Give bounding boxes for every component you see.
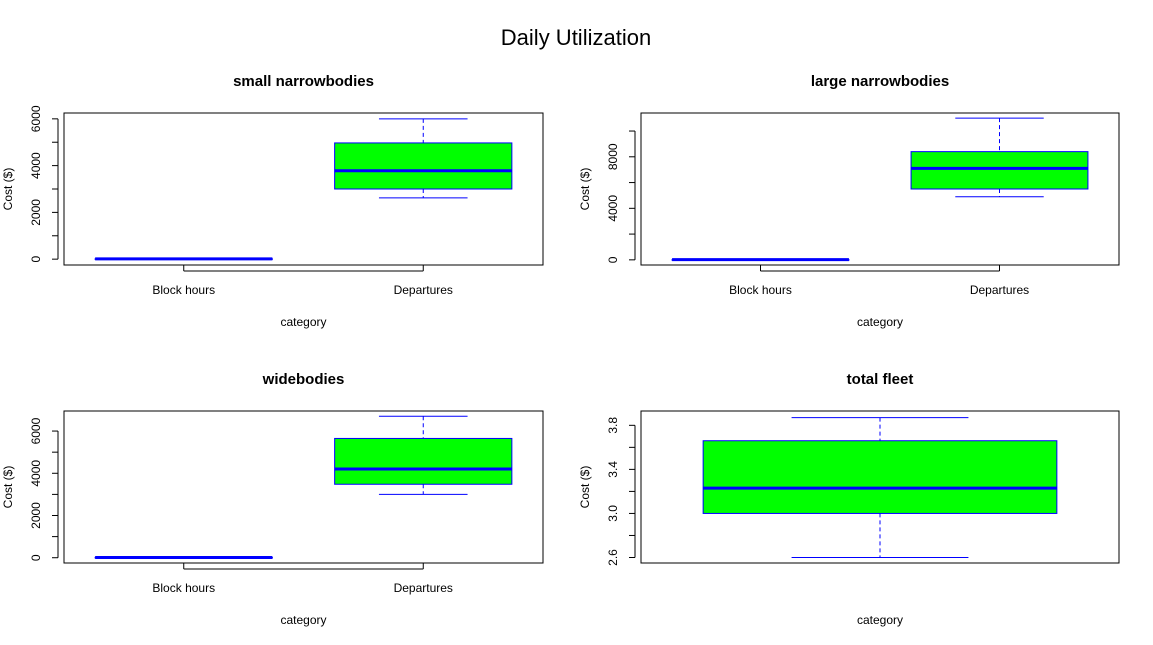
box-iqr <box>334 142 513 190</box>
panel-title: small narrowbodies <box>233 73 374 90</box>
plot-frame <box>63 410 544 564</box>
y-tick-label: 4000 <box>606 195 620 222</box>
y-tick-label: 6000 <box>29 105 43 132</box>
panel-2: large narrowbodies category Cost ($) 0 4000 8… <box>578 73 1120 329</box>
y-tick-label: 3.4 <box>606 461 620 478</box>
box-2 <box>334 415 513 495</box>
x-tick-label: Block hours <box>152 283 215 297</box>
y-tick-label: 2000 <box>29 199 43 226</box>
panel-title: total fleet <box>847 371 914 388</box>
x-axis-label: category <box>857 613 903 627</box>
y-tick-label: 0 <box>606 256 620 263</box>
panel-title: large narrowbodies <box>811 73 949 90</box>
y-tick-label: 0 <box>29 255 43 262</box>
x-tick-label: Block hours <box>729 283 792 297</box>
x-axis-label: category <box>280 315 326 329</box>
plot-frame <box>640 112 1120 266</box>
box-1 <box>671 258 850 262</box>
y-tick-label: 0 <box>29 554 43 561</box>
box-iqr <box>334 437 513 485</box>
y-axis-label: Cost ($) <box>578 168 592 211</box>
y-tick-label: 4000 <box>29 152 43 179</box>
y-tick-label: 4000 <box>29 460 43 487</box>
y-tick-label: 2.6 <box>606 549 620 566</box>
y-axis-label: Cost ($) <box>578 466 592 509</box>
panels: small narrowbodies category Cost ($) 0 2000 4… <box>1 73 1120 627</box>
box-iqr <box>702 440 1058 514</box>
x-tick-label: Departures <box>394 581 453 595</box>
panel-1: small narrowbodies category Cost ($) 0 2000 4… <box>1 73 544 329</box>
x-tick-label: Departures <box>394 283 453 297</box>
box-2 <box>910 117 1089 198</box>
x-tick-label: Departures <box>970 283 1029 297</box>
box-iqr <box>910 151 1089 190</box>
y-tick-label: 3.0 <box>606 505 620 522</box>
y-tick-label: 3.8 <box>606 417 620 434</box>
y-tick-label: 8000 <box>606 143 620 170</box>
x-axis-label: category <box>280 613 326 627</box>
box-1 <box>94 555 273 559</box>
y-tick-label: 2000 <box>29 502 43 529</box>
panel-3: widebodies category Cost ($) 0 2000 4000 6000 B… <box>1 371 544 627</box>
figure-title: Daily Utilization <box>501 25 651 50</box>
plot-frame <box>640 410 1120 564</box>
plot-frame <box>63 112 544 266</box>
y-axis-label: Cost ($) <box>1 168 15 211</box>
x-axis-label: category <box>857 315 903 329</box>
box-1 <box>94 257 273 261</box>
y-tick-label: 6000 <box>29 417 43 444</box>
panel-title: widebodies <box>262 371 345 388</box>
box-1 <box>702 417 1058 558</box>
box-2 <box>334 118 513 199</box>
y-axis-label: Cost ($) <box>1 466 15 509</box>
panel-4: total fleet category Cost ($) 2.6 3.0 3.4 3.8 <box>578 371 1120 627</box>
x-tick-label: Block hours <box>152 581 215 595</box>
